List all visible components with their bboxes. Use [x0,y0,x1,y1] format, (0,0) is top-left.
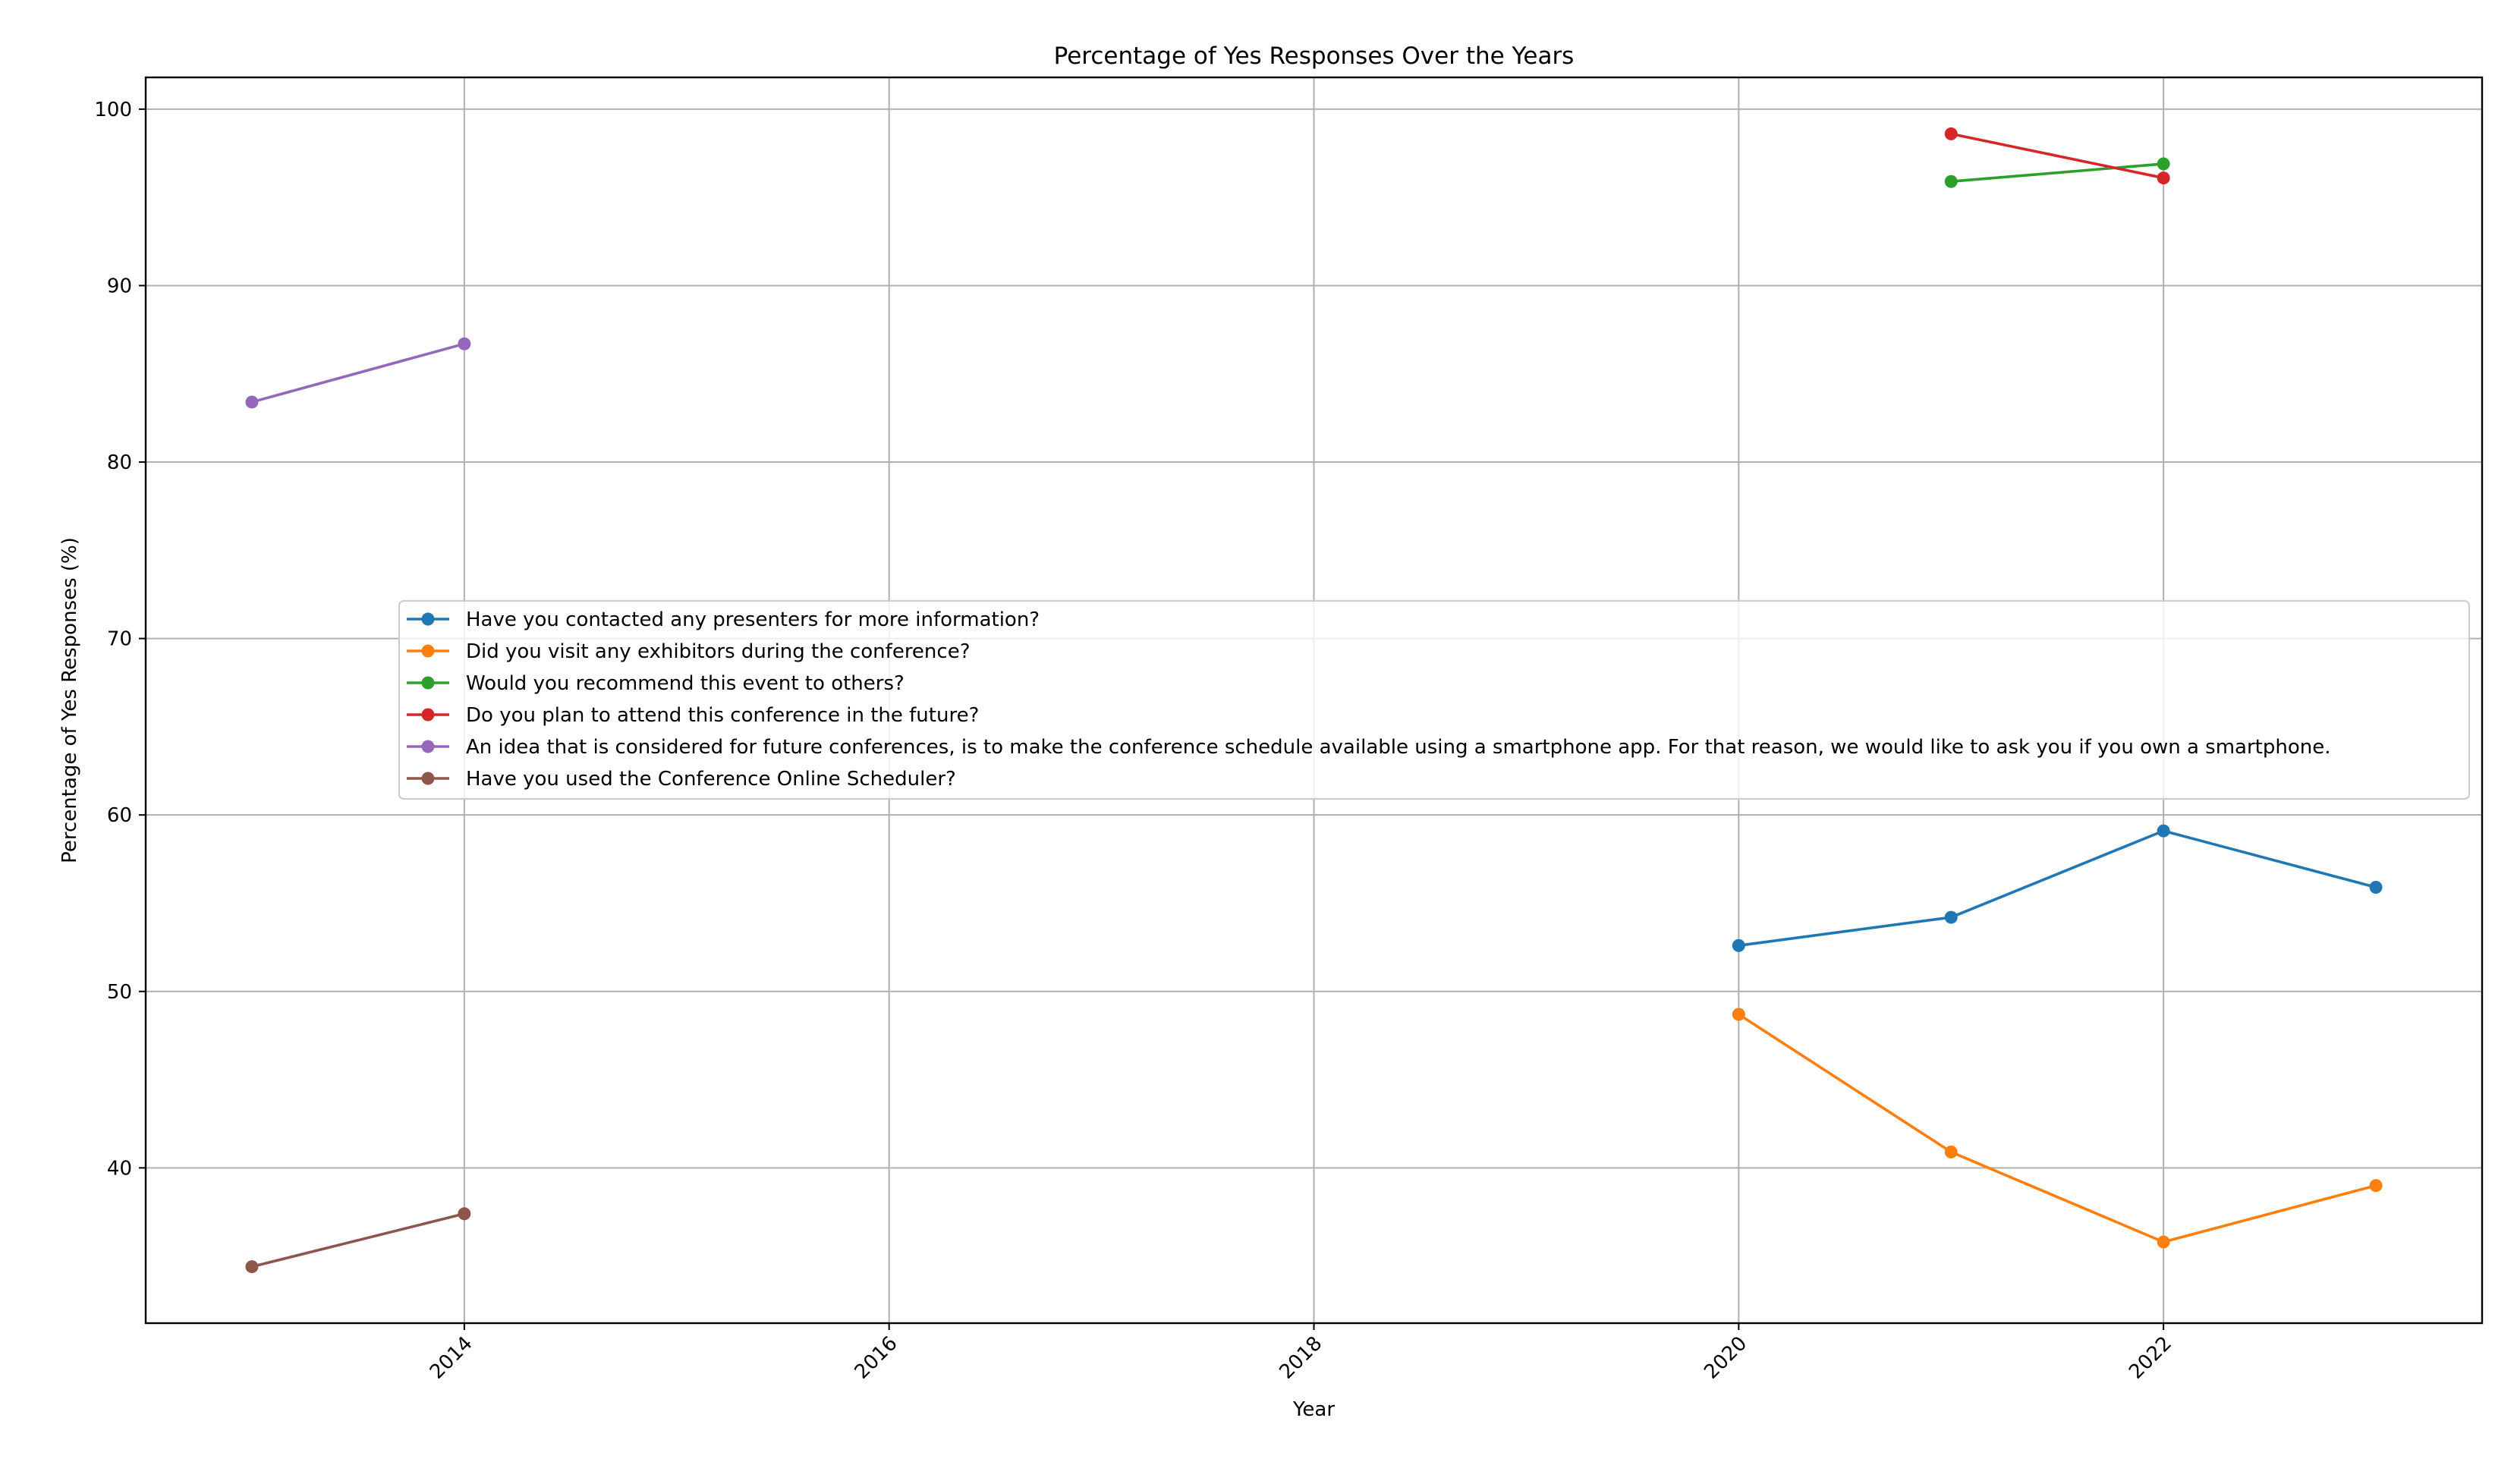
y-axis: 40 50 60 70 80 90 100 [94,99,146,1180]
y-tick-label: 60 [107,804,132,827]
legend-item: Do you plan to attend this conference in… [407,704,979,727]
legend-marker [421,708,435,722]
legend-marker [421,644,435,658]
y-tick-label: 100 [94,99,132,121]
data-point [2157,824,2170,838]
legend-label: Do you plan to attend this conference in… [466,704,979,727]
data-point [458,1207,471,1221]
y-tick-label: 70 [107,628,132,651]
series-line [1951,162,2164,184]
legend-label: Did you visit any exhibitors during the … [466,640,971,663]
legend-label: Would you recommend this event to others… [466,672,905,695]
x-axis-title: Year [1292,1398,1335,1421]
series-5 [245,337,471,409]
chart-title: Percentage of Yes Responses Over the Yea… [1054,42,1575,70]
series-line [1950,132,2164,180]
legend-marker [421,612,435,626]
series-4 [1944,127,2170,185]
data-point [1732,939,1745,952]
data-point [1944,1145,1958,1159]
data-point [1732,1008,1745,1021]
series-2 [1732,1008,2383,1249]
series-1 [1732,824,2383,952]
data-point [2157,157,2170,171]
legend-item: Have you used the Conference Online Sche… [407,768,956,791]
series-line [251,342,465,404]
data-point [2157,171,2170,185]
y-tick-label: 90 [107,275,132,297]
series-layer [245,127,2383,1274]
legend-box [398,600,2470,800]
data-point [245,395,259,409]
legend: Have you contacted any presenters for mo… [398,600,2470,800]
legend-item: An idea that is considered for future co… [407,736,2331,759]
legend-item: Did you visit any exhibitors during the … [407,640,971,663]
legend-marker [421,676,435,690]
legend-item: Would you recommend this event to others… [407,672,905,695]
y-tick-label: 50 [107,981,132,1004]
legend-label: An idea that is considered for future co… [466,736,2331,759]
y-axis-title: Percentage of Yes Responses (%) [58,537,81,863]
data-point [1944,910,1958,924]
y-tick-label: 40 [107,1157,132,1180]
series-line [1738,829,2377,948]
data-point [458,337,471,351]
data-point [245,1260,259,1274]
series-3 [1944,157,2170,188]
legend-item: Have you contacted any presenters for mo… [407,608,1040,631]
data-point [1944,174,1958,188]
legend-label: Have you used the Conference Online Sche… [466,768,956,791]
data-point [1944,127,1958,140]
series-6 [245,1207,471,1274]
series-line [251,1212,465,1269]
legend-marker [421,740,435,753]
series-line [1738,1013,2377,1243]
legend-label: Have you contacted any presenters for mo… [466,608,1040,631]
y-tick-label: 80 [107,451,132,474]
data-point [2157,1235,2170,1249]
data-point [2369,1179,2383,1193]
legend-marker [421,772,435,785]
data-point [2369,881,2383,894]
